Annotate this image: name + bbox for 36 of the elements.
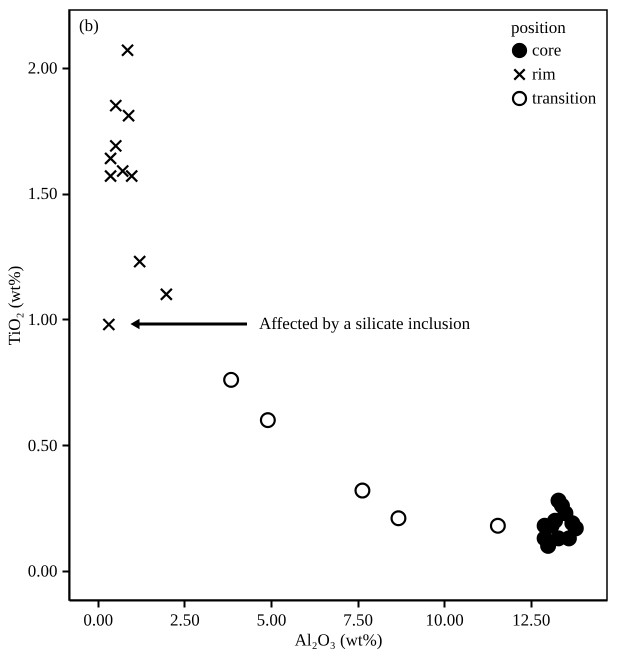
point [490,518,506,534]
y-axis-title: TiO₂ (wt%) [4,266,24,346]
y-tick-label: 1.00 [28,310,58,329]
y-tick-label: 0.50 [28,436,58,455]
x-tick-label: 2.50 [170,610,200,630]
legend-title: position [511,18,566,37]
annotation: (b) [79,16,99,35]
legend-label: rim [532,64,556,84]
point [104,152,118,166]
point [109,139,122,152]
point [116,164,130,178]
point [354,482,370,499]
point [104,169,118,183]
x-tick-label: 0.00 [83,610,114,630]
x-tick-label: 5.00 [256,610,286,630]
point [390,510,406,526]
point [223,372,240,388]
x-tick-label: 10.00 [426,610,464,630]
point [260,412,276,428]
x-axis-title: Al₂O₃ (wt%) [294,630,382,650]
point [102,318,116,332]
point [133,254,146,268]
x-tick-label: 7.50 [343,610,373,630]
legend-label: core [532,40,562,60]
point [160,288,173,301]
point [120,44,134,57]
point [122,109,136,122]
point [125,169,138,183]
annotation: Affected by a silicate inclusion [259,314,471,333]
legend-label: transition [532,88,597,108]
y-tick-label: 0.00 [28,562,58,581]
point [109,98,122,112]
point [547,512,564,529]
x-tick-label: 12.50 [512,610,550,630]
y-tick-label: 1.50 [28,184,58,204]
y-tick-label: 2.00 [28,58,58,78]
